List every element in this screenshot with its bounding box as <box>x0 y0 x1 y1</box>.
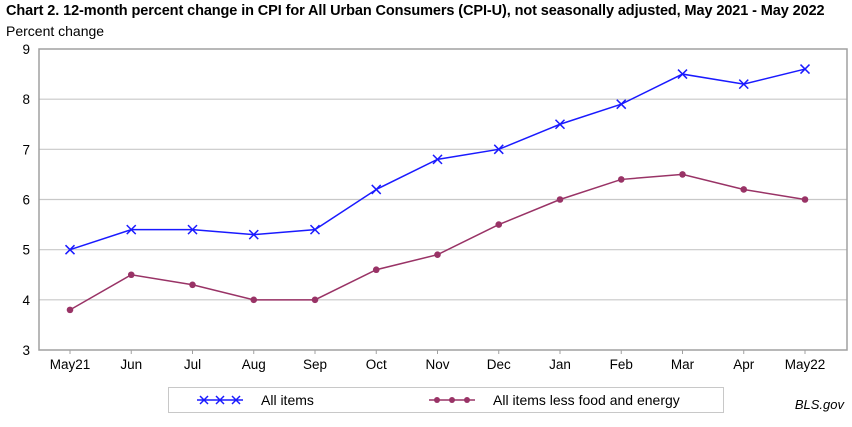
series-all-items <box>64 64 811 255</box>
series-core <box>66 171 809 314</box>
series-line <box>69 173 806 311</box>
data-point-x-marker <box>677 69 688 80</box>
x-tick-label: May22 <box>785 357 826 372</box>
y-tick-label: 4 <box>22 293 30 308</box>
legend-label: All items less food and energy <box>493 392 680 408</box>
legend-label: All items <box>261 392 314 408</box>
data-point-x-marker <box>126 224 137 235</box>
data-point-x-marker <box>616 99 627 110</box>
x-tick-label: Sep <box>303 357 327 372</box>
x-tick-label: Mar <box>671 357 695 372</box>
data-point-x-marker <box>371 184 382 195</box>
data-point-dot-marker <box>127 271 135 279</box>
x-tick-label: Nov <box>425 357 449 372</box>
data-point-x-marker <box>309 224 321 235</box>
y-axis-label: Percent change <box>6 23 105 39</box>
x-tick-label: Feb <box>610 357 633 372</box>
data-point-x-marker <box>64 244 76 255</box>
y-tick-label: 7 <box>22 142 30 157</box>
data-point-x-marker <box>738 79 749 90</box>
chart-title: Chart 2. 12-month percent change in CPI … <box>6 3 825 19</box>
source-label: BLS.gov <box>794 397 844 412</box>
data-point-dot-marker <box>189 281 196 289</box>
series <box>64 64 811 314</box>
legend-x-marker-icon <box>197 395 243 405</box>
x-tick-label: Jan <box>549 357 571 372</box>
gridlines <box>39 98 847 301</box>
data-point-x-marker <box>248 229 259 240</box>
y-tick-label: 3 <box>22 343 30 358</box>
data-point-dot-marker <box>311 296 319 304</box>
y-tick-label: 9 <box>22 42 30 57</box>
y-tick-label: 6 <box>22 193 30 208</box>
legend-item-all-items[interactable]: All items <box>197 388 314 412</box>
y-tick-label: 5 <box>22 243 30 258</box>
x-tick-label: Dec <box>487 357 511 372</box>
legend: All items All items less food and energy <box>168 387 724 413</box>
x-tick-label: Oct <box>366 357 387 372</box>
y-tick-label: 8 <box>22 92 30 107</box>
x-tick-label: Aug <box>242 357 266 372</box>
data-point-x-marker <box>493 144 504 155</box>
legend-dot-marker-icon <box>429 397 475 403</box>
legend-item-core[interactable]: All items less food and energy <box>429 388 680 412</box>
x-tick-label: May21 <box>50 357 91 372</box>
x-tick-label: Jun <box>120 357 142 372</box>
data-point-dot-marker <box>617 176 625 183</box>
data-point-dot-marker <box>801 196 809 203</box>
data-point-dot-marker <box>250 296 258 304</box>
data-point-x-marker <box>799 64 811 75</box>
data-point-dot-marker <box>740 186 748 193</box>
x-tick-label: Jul <box>184 357 201 372</box>
data-point-x-marker <box>432 154 443 165</box>
data-point-x-marker <box>187 224 198 235</box>
x-tick-label: Apr <box>733 357 755 372</box>
data-point-dot-marker <box>679 171 686 178</box>
y-axis-ticks: 3 4 5 6 7 8 9 <box>22 42 30 358</box>
x-axis-ticks: May21 Jun Jul Aug Sep Oct Nov Dec Jan Feb Mar Apr Ma… <box>50 350 826 372</box>
data-point-x-marker <box>554 119 566 130</box>
data-point-dot-marker <box>495 221 503 228</box>
data-point-dot-marker <box>372 266 380 274</box>
plot-area-frame <box>38 48 848 351</box>
data-point-dot-marker <box>434 251 441 258</box>
data-point-dot-marker <box>66 306 74 314</box>
data-point-dot-marker <box>556 196 564 203</box>
